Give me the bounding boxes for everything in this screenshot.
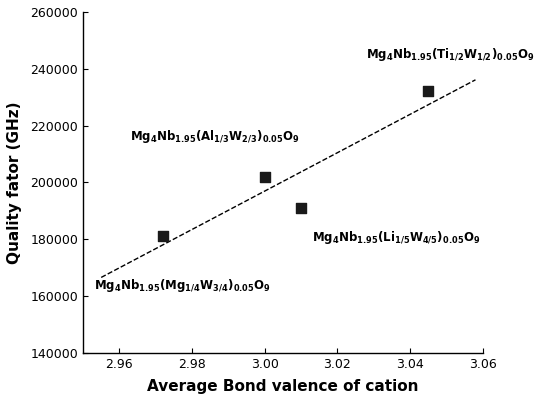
- Point: [297, 205, 306, 211]
- Point: [260, 174, 269, 180]
- X-axis label: Average Bond valence of cation: Average Bond valence of cation: [147, 379, 419, 394]
- Text: $\mathbf{Mg_4Nb_{1.95}(Al_{1/3}W_{2/3})_{0.05}O_9}$: $\mathbf{Mg_4Nb_{1.95}(Al_{1/3}W_{2/3})_…: [130, 129, 300, 146]
- Text: $\mathbf{Mg_4Nb_{1.95}(Li_{1/5}W_{4/5})_{0.05}O_9}$: $\mathbf{Mg_4Nb_{1.95}(Li_{1/5}W_{4/5})_…: [312, 229, 480, 246]
- Text: $\mathbf{Mg_4Nb_{1.95}(Ti_{1/2}W_{1/2})_{0.05}O_9}$: $\mathbf{Mg_4Nb_{1.95}(Ti_{1/2}W_{1/2})_…: [366, 47, 535, 63]
- Point: [158, 233, 167, 239]
- Y-axis label: Quality fator (GHz): Quality fator (GHz): [7, 101, 22, 263]
- Point: [424, 88, 432, 95]
- Text: $\mathbf{Mg_4Nb_{1.95}(Mg_{1/4}W_{3/4})_{0.05}O_9}$: $\mathbf{Mg_4Nb_{1.95}(Mg_{1/4}W_{3/4})_…: [94, 277, 271, 294]
